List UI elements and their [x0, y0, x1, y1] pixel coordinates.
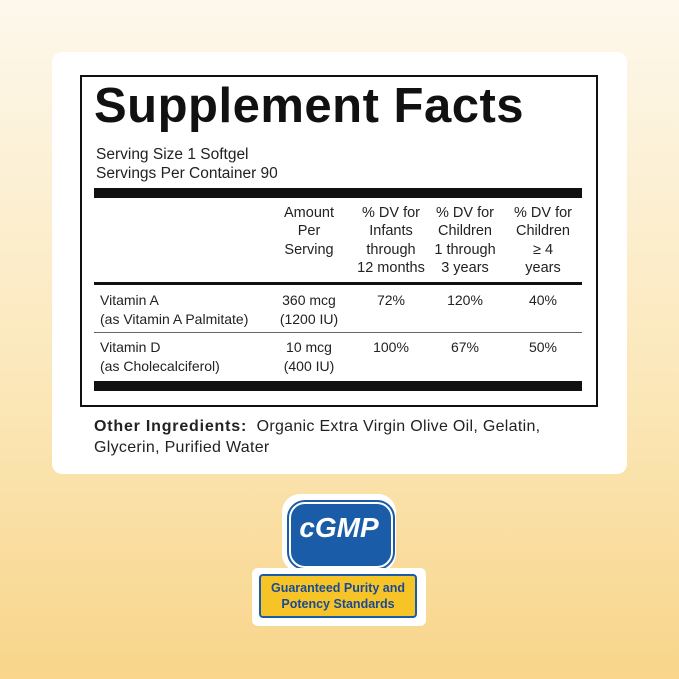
cell: 40%	[528, 292, 558, 308]
cell: 72%	[376, 292, 406, 308]
column-header: ≥ 4	[532, 241, 554, 258]
banner-line: Guaranteed Purity and	[270, 581, 406, 595]
cell: (400 IU)	[283, 358, 335, 374]
cell: 100%	[373, 339, 409, 355]
column-header: 3 years	[441, 259, 489, 276]
servings-per-container: Servings Per Container 90	[96, 165, 278, 182]
column-header: Children	[516, 223, 570, 240]
divider	[94, 332, 582, 333]
banner	[259, 574, 417, 618]
banner-line: Potency Standards	[281, 597, 395, 611]
column-header: years	[525, 259, 561, 276]
cell: Vitamin D	[100, 339, 161, 355]
cell: 67%	[450, 339, 480, 355]
other-ingredients-label: Other Ingredients:	[94, 418, 248, 435]
title: Supplement Facts	[94, 79, 525, 133]
cgmp-logo	[287, 500, 395, 570]
column-header: % DV for	[361, 205, 421, 221]
column-header: % DV for	[513, 205, 573, 221]
cell: 360 mcg	[282, 292, 336, 308]
other-ingredients-text: Organic Extra Virgin Olive Oil, Gelatin,…	[94, 418, 541, 456]
column-header: Infants	[369, 223, 413, 240]
column-header: Per	[297, 223, 321, 240]
divider	[94, 381, 582, 391]
cell: Vitamin A	[100, 292, 159, 308]
facts-box	[80, 75, 598, 407]
divider	[94, 188, 582, 198]
divider	[94, 282, 582, 285]
cell: 120%	[447, 292, 483, 308]
cell: 10 mcg	[286, 339, 332, 355]
card	[52, 52, 627, 474]
column-header: Serving	[284, 241, 334, 258]
column-header: Children	[438, 223, 492, 240]
other-ingredients: Other Ingredients: Organic Extra Virgin …	[94, 416, 564, 458]
cgmp-text: cGMP	[299, 512, 379, 543]
cell: 50%	[528, 339, 558, 355]
cell: (as Cholecalciferol)	[100, 358, 220, 374]
column-header: % DV for	[435, 205, 495, 221]
serving-size: Serving Size 1 Softgel	[96, 146, 249, 163]
cell: (1200 IU)	[279, 311, 339, 327]
column-header: Amount	[284, 205, 334, 221]
column-header: through	[366, 241, 416, 258]
column-header: 12 months	[357, 259, 425, 276]
cell: (as Vitamin A Palmitate)	[100, 311, 249, 327]
column-header: 1 through	[434, 241, 496, 258]
